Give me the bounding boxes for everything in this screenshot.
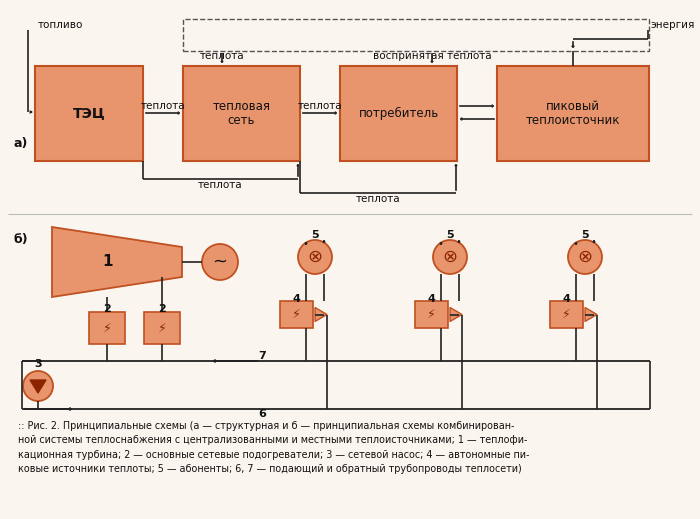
Text: 6: 6	[258, 409, 266, 419]
Text: б): б)	[14, 233, 29, 245]
Text: 7: 7	[258, 351, 266, 361]
Polygon shape	[315, 307, 327, 321]
Text: ⚡: ⚡	[292, 308, 301, 321]
Text: :: Рис. 2. Принципиальные схемы (а — структурная и б — принципиальная схемы комб: :: Рис. 2. Принципиальные схемы (а — стр…	[18, 421, 529, 474]
Text: энергия: энергия	[650, 20, 694, 30]
Bar	[183, 19, 649, 51]
Text: ⊗: ⊗	[307, 248, 323, 266]
Circle shape	[298, 240, 332, 274]
Circle shape	[433, 240, 467, 274]
Text: ⚡: ⚡	[427, 308, 436, 321]
Bar	[550, 301, 583, 328]
Bar	[183, 66, 300, 161]
Text: 3: 3	[34, 359, 42, 369]
Text: 4: 4	[563, 294, 570, 304]
Bar	[340, 66, 457, 161]
Text: 2: 2	[103, 304, 111, 314]
Text: топливо: топливо	[38, 20, 83, 30]
Circle shape	[202, 244, 238, 280]
Text: теплота: теплота	[141, 101, 186, 111]
Bar	[144, 312, 180, 344]
Text: ⚡: ⚡	[103, 321, 111, 335]
Polygon shape	[585, 307, 597, 321]
Text: 4: 4	[293, 294, 300, 304]
Text: ТЭЦ: ТЭЦ	[73, 106, 106, 120]
Polygon shape	[30, 380, 46, 393]
Text: тепловая: тепловая	[213, 100, 270, 113]
Text: 5: 5	[581, 230, 589, 240]
Text: а): а)	[14, 138, 29, 151]
Polygon shape	[52, 227, 182, 297]
Bar	[89, 312, 125, 344]
Text: теплота: теплота	[199, 51, 244, 61]
Bar	[497, 66, 649, 161]
Text: ⊗: ⊗	[442, 248, 458, 266]
Text: воспринятая теплота: воспринятая теплота	[372, 51, 491, 61]
Text: ⊗: ⊗	[578, 248, 593, 266]
Circle shape	[23, 371, 53, 401]
Text: 1: 1	[103, 254, 113, 269]
Text: ~: ~	[213, 253, 228, 271]
Polygon shape	[450, 307, 462, 321]
Text: теплота: теплота	[197, 180, 242, 190]
Text: теплота: теплота	[356, 194, 400, 204]
Text: 2: 2	[158, 304, 166, 314]
Bar	[280, 301, 313, 328]
Text: ⚡: ⚡	[158, 321, 167, 335]
Text: 4: 4	[428, 294, 435, 304]
Text: 5: 5	[446, 230, 454, 240]
Text: потребитель: потребитель	[358, 107, 439, 120]
Bar	[35, 66, 143, 161]
Text: пиковый: пиковый	[546, 100, 600, 113]
Circle shape	[568, 240, 602, 274]
Text: сеть: сеть	[228, 114, 256, 127]
Text: ⚡: ⚡	[562, 308, 571, 321]
Text: теплоисточник: теплоисточник	[526, 114, 620, 127]
Text: теплота: теплота	[298, 101, 342, 111]
Text: 5: 5	[312, 230, 318, 240]
Bar	[415, 301, 448, 328]
